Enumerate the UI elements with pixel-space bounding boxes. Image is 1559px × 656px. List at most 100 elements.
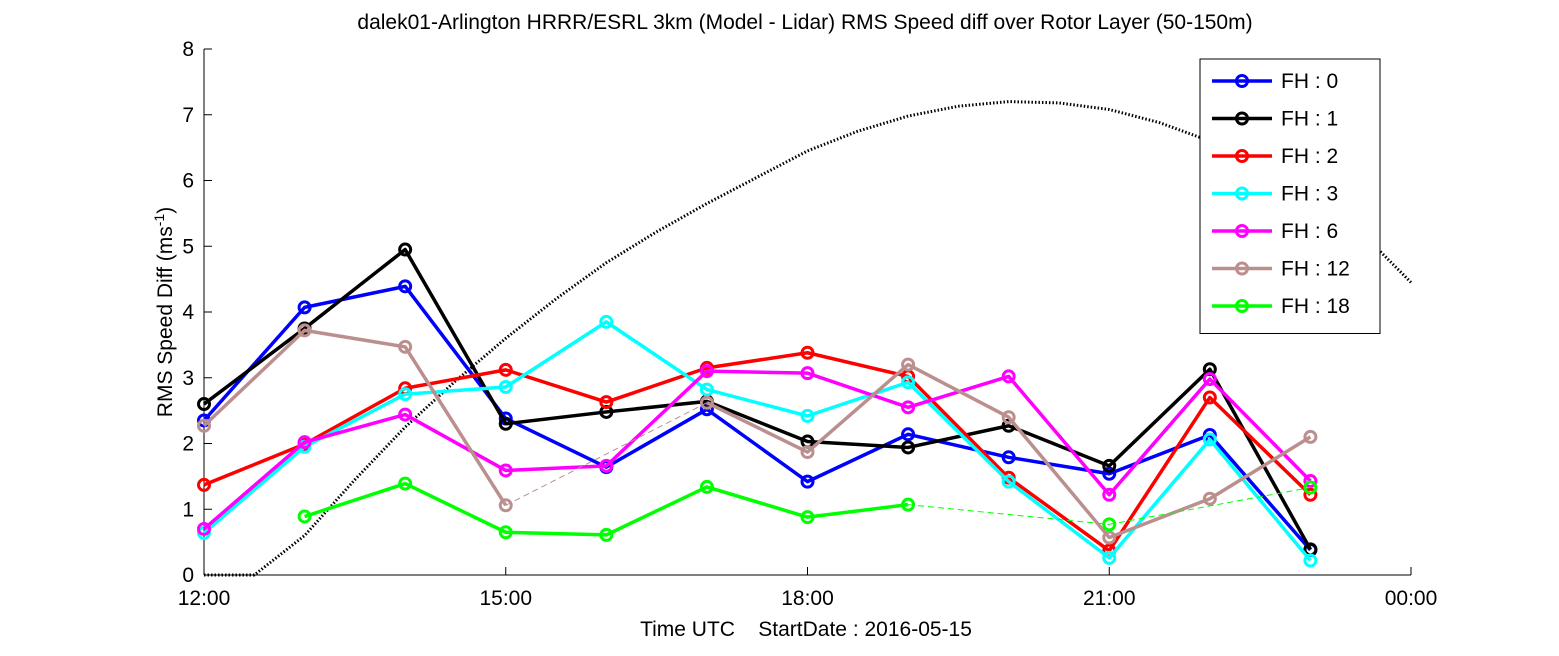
legend-label: FH : 6	[1281, 220, 1338, 243]
data-point	[398, 339, 413, 354]
data-point	[398, 476, 413, 491]
series-6	[297, 476, 1318, 542]
legend-swatch-marker	[1235, 299, 1249, 313]
series-line	[203, 351, 1312, 553]
data-point	[197, 521, 211, 536]
chart-title: dalek01-Arlington HRRR/ESRL 3km (Model -…	[357, 11, 1252, 34]
legend-box	[1199, 58, 1381, 334]
data-point	[1202, 372, 1217, 387]
data-point	[398, 407, 413, 422]
data-point	[901, 400, 916, 415]
data-point	[1102, 458, 1117, 473]
data-point	[1303, 473, 1318, 488]
data-point	[901, 427, 916, 442]
data-point	[197, 477, 211, 492]
data-point	[599, 395, 614, 410]
series-line	[304, 481, 909, 537]
data-point	[1102, 466, 1117, 481]
data-point	[1303, 429, 1318, 444]
series-line	[202, 284, 1312, 552]
series-line	[706, 362, 1312, 540]
data-point	[699, 395, 714, 410]
y-axis-label-suffix: )	[154, 207, 177, 214]
data-point	[699, 479, 714, 494]
legend-swatch-marker	[1235, 186, 1249, 201]
legend-label: FH : 3	[1281, 183, 1338, 206]
data-point	[1001, 410, 1016, 425]
legend-swatch-marker	[1235, 261, 1249, 276]
series-1	[197, 242, 1318, 557]
data-point	[599, 314, 614, 329]
data-point	[498, 498, 513, 513]
data-point	[1102, 530, 1117, 545]
data-point	[1303, 480, 1318, 495]
data-point	[498, 362, 513, 377]
data-point	[901, 497, 916, 512]
legend-swatch-marker	[1235, 74, 1249, 88]
y-tick-label: 4	[182, 301, 194, 324]
x-tick-label: 12:00	[178, 587, 231, 610]
x-tick-label: 18:00	[781, 587, 834, 610]
x-tick-label: 00:00	[1385, 587, 1438, 610]
data-point	[297, 435, 312, 450]
data-point	[901, 375, 916, 390]
series-gap-connector	[1109, 487, 1311, 525]
legend: FH : 0 FH : 1 FH : 2 FH : 3 FH : 6 FH : 12 FH …	[1199, 58, 1381, 334]
data-point	[1001, 369, 1016, 384]
y-tick-label: 8	[182, 38, 194, 61]
legend-swatch-marker	[1235, 111, 1249, 126]
x-tick-label: 21:00	[1083, 587, 1136, 610]
legend-label: FH : 12	[1281, 258, 1350, 281]
series-4	[197, 364, 1318, 536]
data-point	[297, 509, 312, 524]
x-tick-label: 15:00	[479, 587, 532, 610]
data-point	[398, 242, 413, 257]
x-axis-label: Time UTC StartDate : 2016-05-15	[640, 618, 972, 641]
series-line	[202, 328, 508, 507]
data-point	[800, 510, 815, 525]
data-point	[297, 323, 312, 338]
data-point	[599, 458, 614, 473]
series-3	[197, 314, 1318, 568]
legend-label: FH : 18	[1281, 295, 1350, 318]
data-point	[398, 387, 413, 402]
legend-swatch-marker	[1235, 224, 1249, 238]
data-point	[1202, 491, 1217, 506]
data-point	[1202, 432, 1217, 447]
series-gap-connector	[505, 402, 708, 506]
data-point	[599, 527, 614, 542]
y-tick-label: 7	[182, 104, 194, 127]
data-point	[1001, 450, 1016, 465]
y-tick-label: 2	[182, 433, 194, 456]
data-point	[901, 357, 916, 372]
data-point	[699, 382, 714, 397]
data-point	[1102, 517, 1117, 532]
y-tick-label: 0	[182, 564, 194, 587]
plot-area: 0 1 2 3 4 5 6 7 8 12:00 15:00 18:00 21:00 00:00	[178, 38, 1438, 610]
y-axis-label: RMS Speed Diff (ms-1)	[151, 207, 177, 417]
series-line	[202, 320, 1312, 562]
data-point	[1303, 553, 1318, 568]
data-point	[1303, 487, 1318, 502]
data-point	[800, 474, 815, 489]
y-tick-label: 3	[182, 367, 194, 390]
y-axis-label-prefix: RMS Speed Diff (ms	[154, 226, 177, 417]
series-line	[202, 247, 1312, 551]
y-tick-label: 1	[182, 498, 194, 521]
data-point	[197, 418, 211, 433]
data-point	[800, 408, 815, 423]
data-point	[498, 525, 513, 540]
data-point	[1202, 390, 1217, 405]
series-gap-connector	[908, 504, 1110, 525]
y-tick-label: 5	[182, 235, 194, 258]
legend-swatch-marker	[1235, 149, 1249, 163]
data-point	[197, 397, 211, 412]
data-point	[498, 379, 513, 394]
legend-label: FH : 2	[1281, 145, 1338, 168]
legend-label: FH : 0	[1281, 70, 1338, 93]
data-point	[800, 366, 815, 381]
data-point	[800, 345, 815, 360]
data-point	[901, 440, 916, 455]
series-5	[197, 323, 1318, 545]
